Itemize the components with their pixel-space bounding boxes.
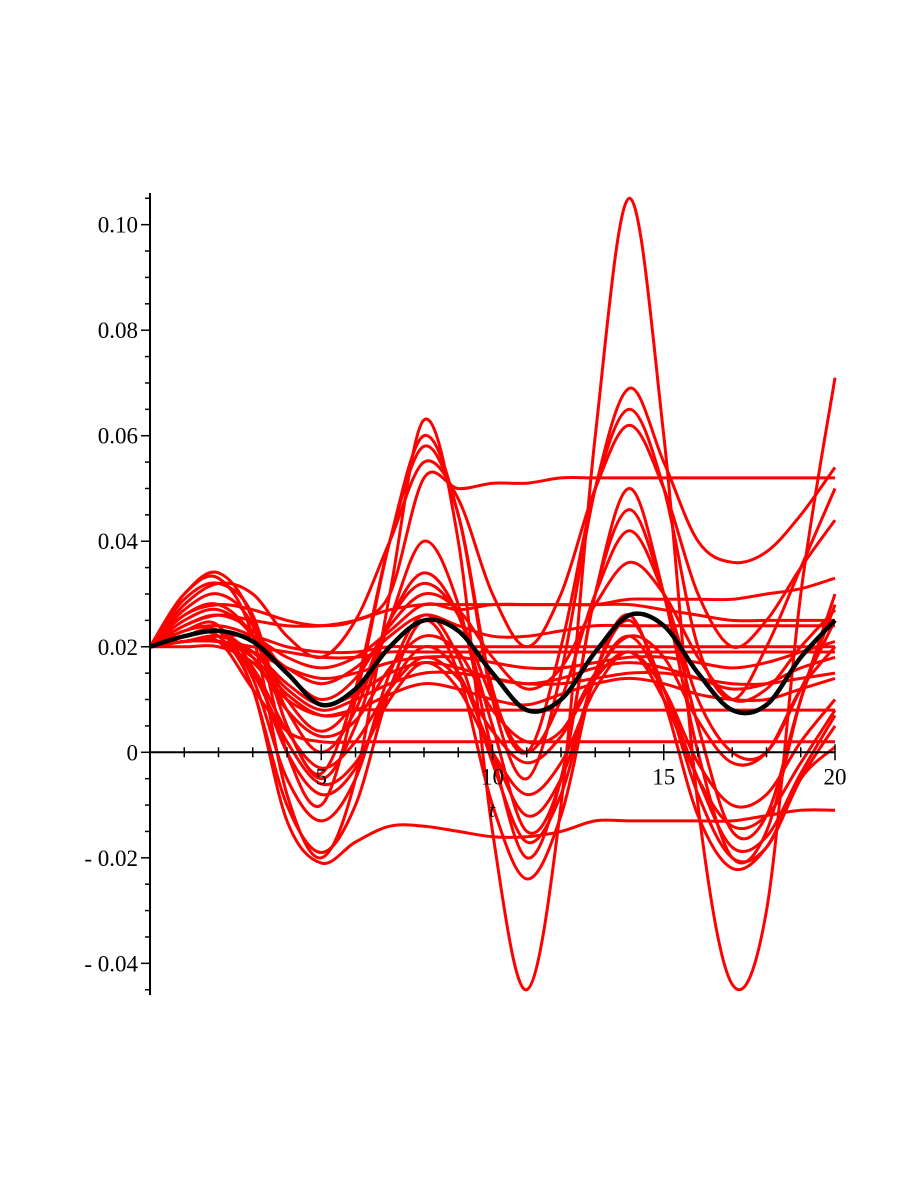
reference-series-line-0 — [149, 611, 837, 716]
series-line-4 — [148, 423, 837, 660]
series-line-26 — [149, 628, 837, 767]
series-line-14 — [149, 638, 836, 681]
series-line-1 — [148, 196, 837, 992]
x-axis: 5 10 15 20 t — [150, 744, 847, 822]
series-line-16 — [149, 634, 836, 712]
series-line-22 — [149, 613, 837, 864]
y-tick-label: 0.08 — [98, 318, 138, 343]
y-tick-label: 0.06 — [98, 424, 138, 449]
series-line-17 — [149, 638, 836, 718]
y-axis: - 0.04 - 0.02 0 0.02 0.04 0.06 0.08 0.10 — [84, 193, 151, 995]
x-tick-label: 20 — [824, 764, 847, 789]
y-tick-label: 0.10 — [98, 213, 138, 238]
series-line-27 — [149, 576, 836, 649]
series-line-23 — [149, 613, 837, 881]
y-tick-label: 0 — [127, 740, 139, 765]
y-tick-label: - 0.02 — [84, 846, 138, 871]
series-line-5 — [148, 470, 835, 648]
series-line-25 — [149, 636, 836, 744]
series-line-6 — [148, 487, 837, 865]
series-line-12 — [149, 633, 835, 655]
x-tick-label: 10 — [481, 764, 504, 789]
x-tick-label: 5 — [316, 764, 328, 789]
y-tick-label: - 0.04 — [84, 951, 138, 976]
y-tick-label: 0.04 — [98, 529, 139, 554]
series-line-24 — [149, 630, 836, 865]
series-line-19 — [149, 637, 837, 809]
x-tick-label: 15 — [652, 764, 675, 789]
series-lines — [148, 196, 837, 992]
y-ticks: - 0.04 - 0.02 0 0.02 0.04 0.06 0.08 0.10 — [84, 197, 150, 991]
x-axis-label: t — [489, 797, 496, 822]
y-tick-label: 0.02 — [98, 635, 138, 660]
x-ticks: 5 10 15 20 — [183, 744, 847, 789]
